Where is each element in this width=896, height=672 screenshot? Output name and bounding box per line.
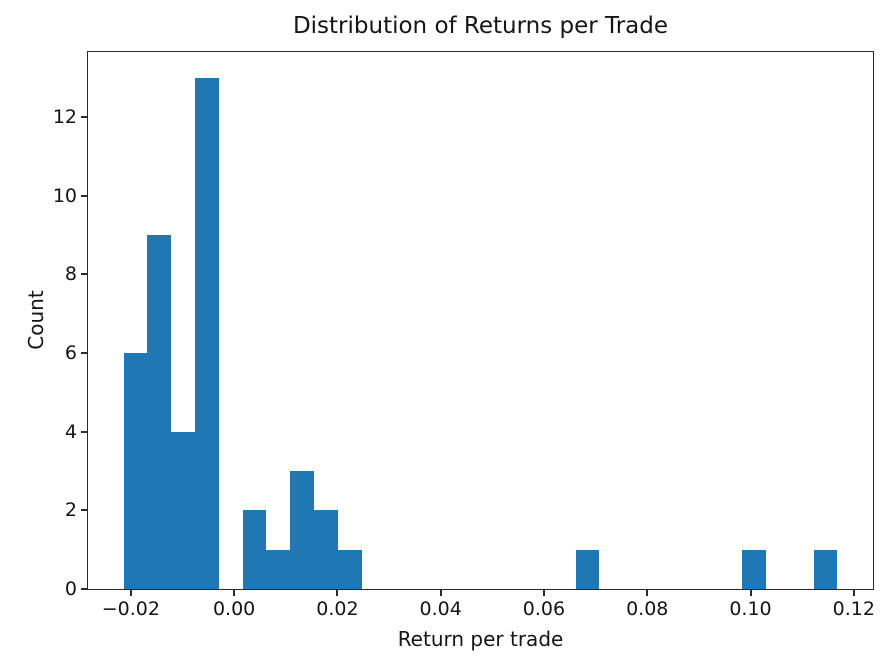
y-tick-label: 8 — [64, 263, 77, 286]
plot-area — [88, 52, 873, 589]
histogram-bar — [313, 510, 338, 589]
chart-title: Distribution of Returns per Trade — [292, 13, 669, 39]
y-tick-mark — [81, 115, 88, 118]
x-tick-label: 0.00 — [212, 598, 256, 620]
histogram-bar — [813, 549, 838, 589]
histogram-bar — [290, 470, 314, 589]
y-tick-mark — [81, 273, 88, 276]
histogram-bar — [242, 510, 267, 589]
x-tick-mark — [129, 589, 132, 596]
y-tick-label: 0 — [64, 578, 77, 600]
x-tick-label: 0.08 — [626, 598, 669, 620]
x-tick-mark — [439, 589, 442, 596]
x-tick-mark — [336, 589, 339, 596]
x-tick-mark — [852, 589, 855, 596]
x-tick-mark — [749, 589, 752, 596]
y-tick-label: 2 — [64, 499, 77, 522]
y-tick-mark — [81, 430, 88, 433]
x-tick-mark — [646, 589, 649, 596]
x-tick-label: 0.12 — [832, 598, 875, 620]
y-tick-mark — [81, 588, 88, 590]
histogram-bar — [337, 549, 362, 589]
x-axis-label: Return per trade — [397, 627, 564, 651]
x-tick-mark — [233, 589, 236, 596]
x-tick-label: 0.04 — [419, 598, 462, 620]
y-tick-label: 10 — [52, 184, 77, 207]
x-tick-label: 0.10 — [729, 598, 772, 620]
y-tick-mark — [81, 194, 88, 197]
y-tick-label: 12 — [52, 105, 77, 128]
histogram-bar — [123, 352, 148, 589]
x-tick-mark — [542, 589, 545, 596]
x-tick-label: 0.06 — [522, 598, 566, 620]
y-tick-mark — [81, 509, 88, 512]
histogram-bar — [195, 77, 219, 589]
y-axis-label: Count — [24, 290, 48, 350]
histogram-bar — [147, 234, 172, 589]
histogram-bar — [171, 431, 196, 589]
y-tick-mark — [81, 351, 88, 354]
y-tick-label: 6 — [64, 341, 77, 364]
histogram-bar — [742, 549, 766, 589]
x-tick-label: −0.02 — [101, 598, 160, 620]
y-tick-label: 4 — [64, 420, 77, 443]
x-tick-label: 0.02 — [316, 598, 359, 620]
histogram-bar — [266, 549, 291, 589]
histogram-bar — [575, 549, 600, 589]
